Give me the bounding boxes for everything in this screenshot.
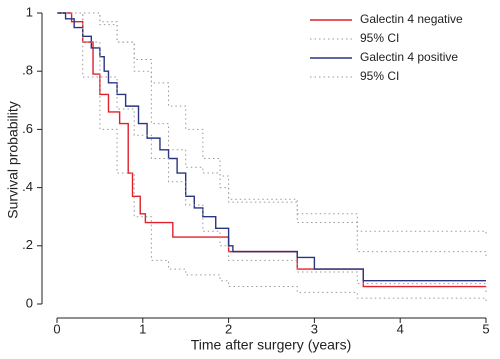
x-tick-label: 4 xyxy=(397,321,404,336)
x-tick-label: 0 xyxy=(53,321,60,336)
y-axis-title: Survival probability xyxy=(5,101,21,219)
y-tick-label: .6 xyxy=(22,121,33,136)
x-axis-title: Time after surgery (years) xyxy=(191,337,352,353)
x-tick-label: 1 xyxy=(139,321,146,336)
legend-label: 95% CI xyxy=(360,69,399,83)
legend-label: 95% CI xyxy=(360,31,399,45)
survival-curve xyxy=(57,12,486,282)
x-tick-label: 2 xyxy=(225,321,232,336)
y-tick-label: 0 xyxy=(26,295,33,310)
y-tick-label: .4 xyxy=(22,179,33,194)
y-tick-label: .2 xyxy=(22,237,33,252)
x-tick-label: 3 xyxy=(311,321,318,336)
survival-curve xyxy=(57,12,487,302)
y-tick-label: 1 xyxy=(26,4,33,19)
survival-curve xyxy=(57,12,487,293)
legend-label: Galectin 4 negative xyxy=(360,12,463,26)
x-tick-label: 5 xyxy=(482,321,489,336)
y-tick-label: .8 xyxy=(22,63,33,78)
legend-label: Galectin 4 positive xyxy=(360,50,458,64)
